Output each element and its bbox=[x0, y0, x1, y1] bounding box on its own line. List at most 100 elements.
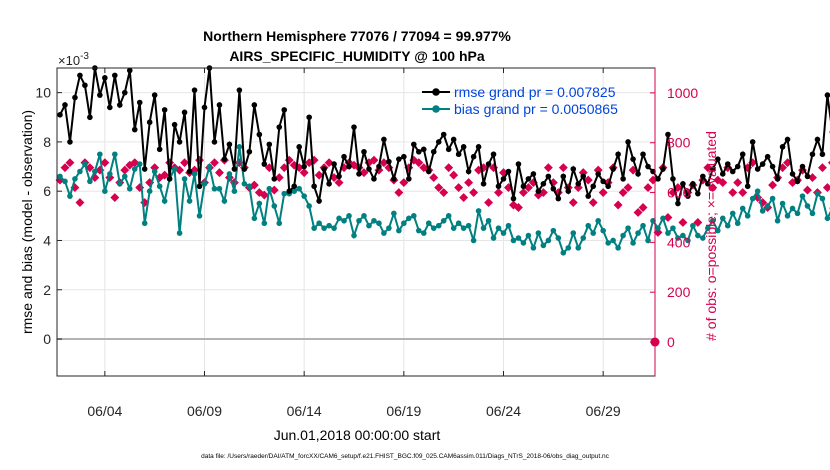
obs-marker bbox=[210, 158, 219, 168]
rmse-point bbox=[321, 166, 327, 172]
rmse-point bbox=[525, 176, 532, 182]
bias-point bbox=[341, 217, 347, 224]
bias-point bbox=[291, 188, 298, 194]
bias-point bbox=[660, 215, 666, 222]
bias-point bbox=[281, 190, 288, 197]
rmse-point bbox=[171, 121, 178, 128]
rmse-point bbox=[789, 171, 796, 177]
bias-point bbox=[495, 225, 502, 231]
rmse-point bbox=[535, 188, 542, 194]
rmse-point bbox=[700, 173, 706, 180]
bias-point bbox=[146, 188, 153, 194]
chart-title-line1: Northern Hemisphere 77076 / 77094 = 99.9… bbox=[203, 28, 511, 44]
bias-point bbox=[670, 225, 676, 231]
rmse-point bbox=[107, 104, 113, 111]
bias-point bbox=[450, 225, 457, 231]
rmse-point bbox=[276, 124, 283, 130]
x-tick-label: 06/24 bbox=[486, 403, 521, 419]
rmse-point bbox=[779, 144, 786, 150]
y-right-tick-label: 1000 bbox=[667, 85, 698, 101]
y-left-tick-label: 0 bbox=[43, 331, 51, 347]
rmse-point bbox=[575, 181, 582, 187]
bias-point bbox=[630, 240, 636, 246]
rmse-point bbox=[301, 163, 307, 170]
bias-point bbox=[804, 203, 811, 209]
bias-point bbox=[196, 213, 203, 219]
x-axis-label: Jun.01,2018 00:00:00 start bbox=[274, 427, 441, 443]
bias-point bbox=[645, 237, 651, 244]
bias-point bbox=[326, 222, 332, 229]
bias-point bbox=[411, 213, 417, 219]
y-left-tick-label: 4 bbox=[43, 232, 51, 248]
bias-point bbox=[724, 222, 731, 229]
rmse-point bbox=[660, 166, 666, 172]
rmse-point bbox=[386, 158, 392, 165]
bias-point bbox=[764, 203, 771, 209]
bias-point bbox=[685, 237, 691, 244]
obs-marker bbox=[678, 217, 688, 227]
rmse-point bbox=[401, 153, 407, 160]
rmse-point bbox=[754, 166, 761, 172]
rmse-point bbox=[341, 153, 347, 160]
rmse-point bbox=[794, 178, 801, 185]
rmse-point bbox=[799, 163, 806, 170]
obs-marker bbox=[334, 178, 344, 188]
obs-marker bbox=[160, 170, 170, 180]
rmse-point bbox=[630, 156, 636, 162]
bias-point bbox=[485, 217, 492, 224]
obs-marker bbox=[733, 178, 743, 188]
rmse-point bbox=[231, 166, 238, 172]
left-axis-exponent-base: ×10 bbox=[58, 53, 80, 68]
bias-point bbox=[575, 245, 582, 251]
bias-point bbox=[321, 225, 327, 231]
bias-point bbox=[480, 225, 487, 231]
obs-marker bbox=[568, 198, 578, 207]
bias-point bbox=[700, 235, 706, 241]
bias-point bbox=[415, 227, 422, 234]
bias-point bbox=[67, 193, 73, 199]
bias-point bbox=[749, 195, 756, 202]
rmse-point bbox=[236, 87, 243, 93]
y-axis-left: 0 2 4 6 8 10 bbox=[35, 85, 62, 347]
rmse-point bbox=[560, 173, 567, 180]
rmse-point bbox=[565, 188, 572, 194]
rmse-line bbox=[59, 67, 830, 204]
rmse-point bbox=[665, 131, 671, 138]
bias-point bbox=[301, 193, 307, 199]
bias-point bbox=[311, 225, 317, 231]
bias-point bbox=[814, 190, 821, 197]
bias-point bbox=[744, 213, 751, 219]
obs-marker bbox=[618, 188, 628, 198]
obs-marker bbox=[444, 163, 454, 173]
rmse-point bbox=[635, 171, 641, 177]
legend-bias-marker bbox=[432, 105, 440, 113]
bias-point bbox=[346, 213, 352, 219]
rmse-point bbox=[714, 156, 721, 162]
obs-marker bbox=[623, 183, 633, 193]
bias-point bbox=[714, 227, 721, 234]
rmse-point bbox=[739, 151, 746, 158]
obs-marker bbox=[215, 168, 224, 178]
rmse-point bbox=[316, 198, 322, 204]
obs-marker bbox=[588, 198, 598, 207]
bias-point bbox=[545, 237, 552, 244]
obs-marker bbox=[638, 203, 648, 212]
rmse-point bbox=[655, 176, 661, 182]
rmse-point bbox=[261, 161, 268, 167]
bias-point bbox=[216, 185, 223, 192]
rmse-point bbox=[146, 119, 153, 126]
bias-point bbox=[734, 220, 741, 227]
obs-marker bbox=[95, 165, 105, 175]
rmse-point bbox=[615, 151, 621, 158]
rmse-point bbox=[814, 136, 821, 143]
bias-point bbox=[191, 171, 198, 177]
obs-marker bbox=[822, 183, 830, 193]
bias-point bbox=[161, 198, 168, 204]
rmse-point bbox=[734, 163, 741, 170]
rmse-point bbox=[530, 171, 537, 177]
bias-point bbox=[650, 217, 656, 224]
rmse-point bbox=[246, 148, 253, 155]
bias-point bbox=[226, 171, 233, 177]
legend-rmse-label: rmse grand pr = 0.007825 bbox=[454, 84, 616, 100]
